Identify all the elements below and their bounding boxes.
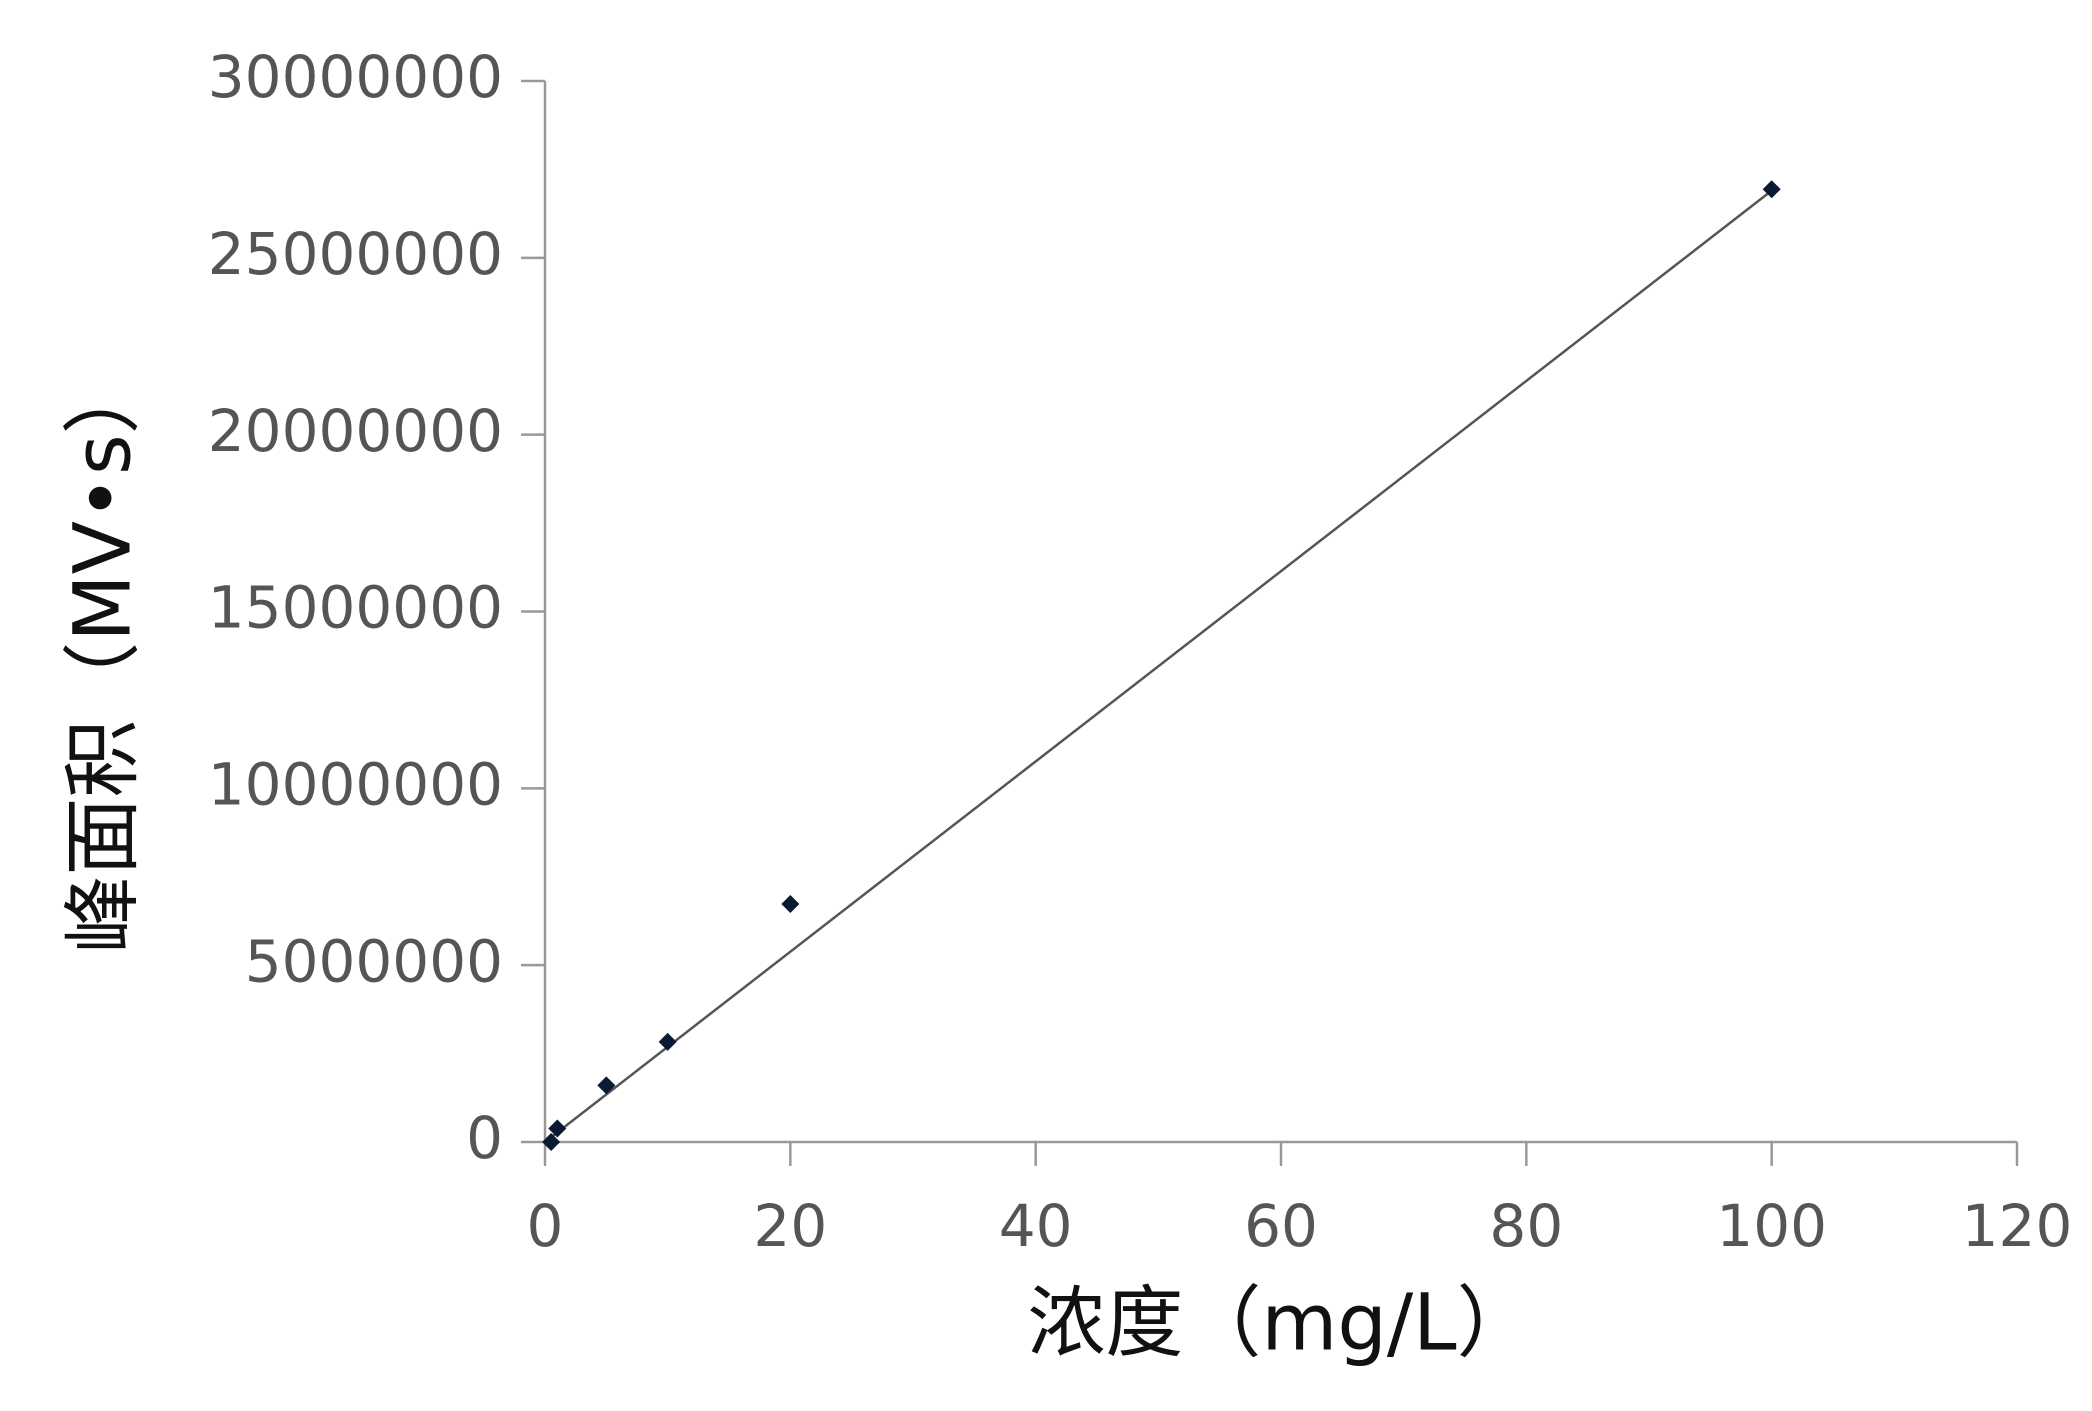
data-point (658, 1032, 677, 1051)
y-tick-label: 30000000 (208, 43, 503, 111)
y-tick-label: 20000000 (208, 397, 503, 465)
y-tick-label: 0 (466, 1104, 503, 1172)
x-axis-title: 浓度（mg/L） (1027, 1278, 1534, 1368)
data-point (542, 1133, 561, 1151)
y-tick-label: 5000000 (245, 927, 503, 995)
data-point (781, 894, 800, 913)
x-tick-label: 120 (1962, 1192, 2073, 1260)
x-tick-label: 100 (1716, 1192, 1827, 1260)
data-point (1762, 180, 1781, 199)
data-point (597, 1076, 616, 1095)
x-tick-label: 40 (999, 1192, 1073, 1260)
x-tick-label: 0 (527, 1192, 564, 1260)
y-axis-title: 峰面积（MV•s） (58, 356, 148, 953)
x-tick-label: 20 (753, 1192, 827, 1260)
x-tick-label: 60 (1244, 1192, 1318, 1260)
y-tick-label: 10000000 (208, 750, 503, 818)
y-tick-label: 15000000 (208, 574, 503, 642)
data-point (548, 1119, 567, 1138)
y-tick-label: 25000000 (208, 220, 503, 288)
x-tick-label: 80 (1489, 1192, 1563, 1260)
trendline (544, 189, 1773, 1143)
